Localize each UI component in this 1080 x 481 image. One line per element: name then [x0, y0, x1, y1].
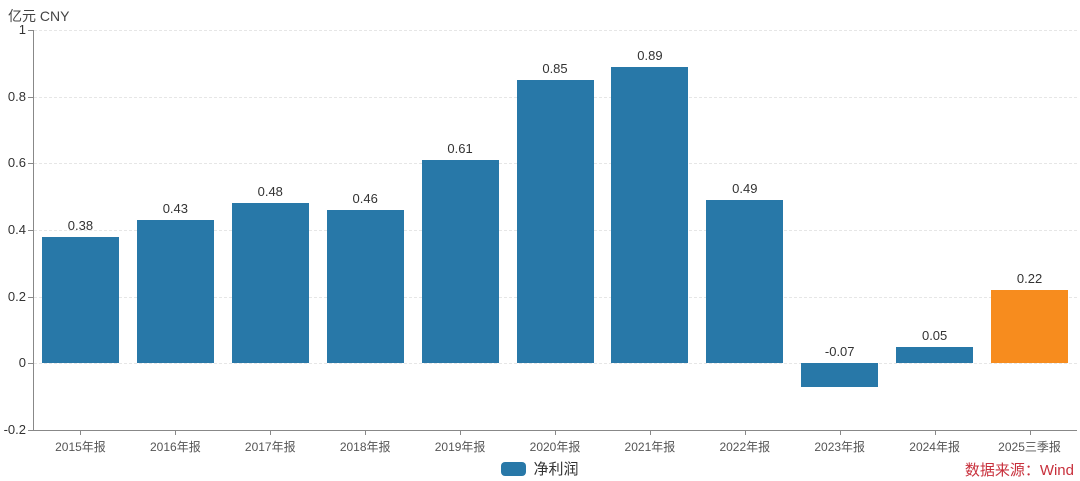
y-axis-unit-label: 亿元 CNY	[8, 8, 70, 24]
legend: 净利润	[0, 458, 1080, 479]
bar-2023年报[interactable]	[801, 363, 879, 387]
x-axis-tick	[175, 430, 177, 435]
y-axis-tick	[28, 296, 33, 298]
bar-2015年报[interactable]	[41, 236, 119, 364]
data-source-label: 数据来源：Wind	[964, 462, 1074, 479]
y-axis-tick-label: -0.2	[3, 422, 26, 437]
bar-2024年报[interactable]	[896, 346, 974, 364]
x-axis-tick-label: 2025三季报	[998, 440, 1061, 454]
x-axis-tick-label: 2019年报	[434, 440, 486, 454]
bar-value-label: 0.05	[921, 327, 948, 343]
y-axis-tick-label: 0.8	[7, 88, 26, 104]
bar-value-label: 0.46	[352, 191, 378, 206]
bar-2016年报[interactable]	[136, 220, 214, 364]
y-axis-tick-label: 0.4	[7, 222, 26, 237]
x-axis-tick	[649, 430, 651, 435]
x-axis-tick-label: 2018年报	[339, 440, 391, 454]
y-axis-line	[33, 30, 34, 430]
bar-2022年报[interactable]	[706, 200, 784, 364]
y-axis-tick	[28, 230, 33, 231]
x-axis-tick-label: 2015年报	[55, 440, 106, 454]
bar-value-label: -0.07	[824, 344, 855, 360]
x-axis-tick-label: 2021年报	[624, 440, 676, 454]
x-axis-tick-label: 2016年报	[150, 440, 201, 454]
y-axis-tick	[28, 163, 33, 165]
x-axis-tick	[555, 430, 556, 435]
y-axis-tick	[28, 30, 33, 31]
x-axis-tick-label: 2017年报	[244, 440, 296, 454]
x-axis-tick	[839, 430, 841, 435]
x-axis-tick-label: 2020年报	[529, 440, 581, 454]
y-axis-tick	[28, 430, 33, 431]
gridline	[34, 363, 1077, 365]
y-axis-tick-label: 0.2	[7, 288, 26, 304]
bar-value-label: 0.38	[67, 217, 94, 233]
x-axis-tick	[460, 430, 462, 435]
x-axis-tick	[365, 430, 367, 435]
legend-label-net-profit[interactable]: 净利润	[533, 461, 579, 478]
bar-value-label: 0.49	[732, 181, 758, 196]
y-axis-tick	[28, 96, 33, 98]
x-axis-tick	[744, 430, 746, 435]
bar-value-label: 0.61	[447, 141, 473, 156]
bar-2021年报[interactable]	[611, 66, 689, 364]
x-axis-tick	[270, 430, 272, 435]
x-axis-tick	[934, 430, 936, 435]
legend-swatch-net-profit[interactable]	[501, 461, 527, 476]
x-axis-tick-label: 2024年报	[909, 440, 960, 454]
x-axis-tick	[1029, 430, 1031, 435]
bar-value-label: 0.48	[257, 184, 283, 200]
gridline	[34, 30, 1077, 31]
bar-value-label: 0.22	[1016, 271, 1043, 286]
x-axis-tick	[80, 430, 82, 435]
bar-value-label: 0.43	[162, 201, 189, 216]
x-axis-tick-label: 2022年报	[719, 440, 771, 454]
bar-2019年报[interactable]	[421, 160, 499, 364]
y-axis-tick-label: 0	[18, 355, 26, 371]
bar-value-label: 0.85	[542, 61, 568, 76]
y-axis-tick-label: 1	[18, 22, 26, 37]
y-axis-tick-label: 0.6	[7, 155, 26, 171]
bar-value-label: 0.89	[637, 47, 663, 63]
x-axis-tick-label: 2023年报	[814, 440, 866, 454]
bar-2020年报[interactable]	[516, 80, 594, 364]
bar-2017年报[interactable]	[231, 203, 309, 364]
bar-2025三季报[interactable]	[991, 290, 1069, 364]
y-axis-tick	[28, 363, 33, 365]
bar-2018年报[interactable]	[326, 210, 404, 364]
